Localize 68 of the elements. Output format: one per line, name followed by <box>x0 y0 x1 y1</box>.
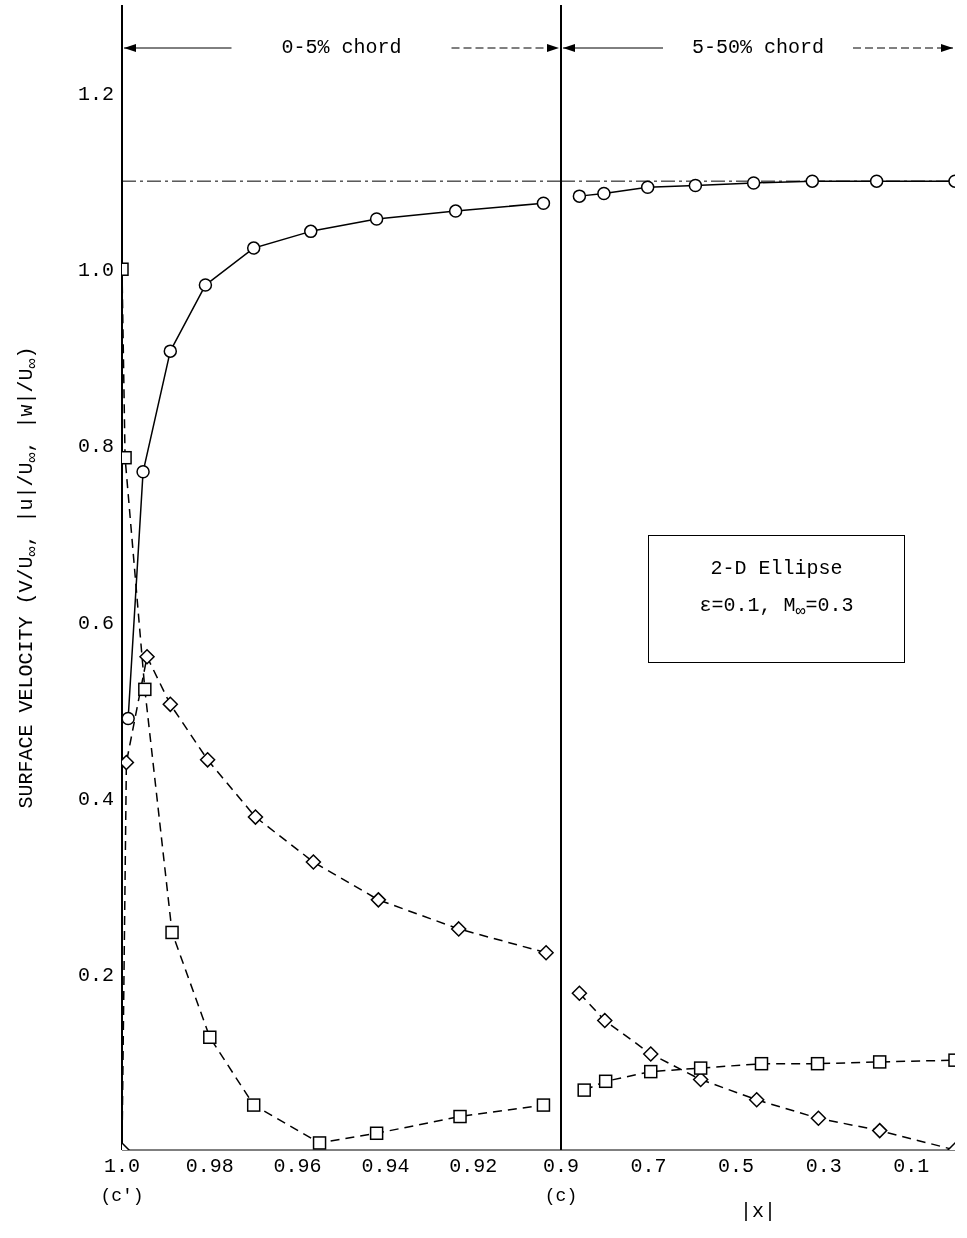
point <box>810 1110 827 1127</box>
y-tick-label: 0.4 <box>77 787 114 811</box>
text: (c) <box>543 1186 579 1206</box>
x-tick-label: 0.5 <box>718 1155 755 1179</box>
point <box>598 1074 613 1089</box>
annotation: ε=0.1, M$_{∞}$=0.3 <box>698 594 855 621</box>
point <box>370 892 387 908</box>
y-tick-label: 1.2 <box>77 83 114 107</box>
annotation: 0-5% chord <box>280 36 403 59</box>
point <box>810 1056 825 1071</box>
x-tick-label: 0.92 <box>449 1155 498 1179</box>
point <box>805 174 820 188</box>
text: (c') <box>99 1186 145 1206</box>
point <box>312 1136 327 1150</box>
y-tick-label: 0.6 <box>77 611 114 635</box>
point <box>872 1055 887 1069</box>
point <box>597 186 611 201</box>
x-tick-label: 0.98 <box>185 1155 234 1179</box>
point <box>165 925 179 940</box>
point <box>746 176 761 190</box>
point <box>754 1056 769 1071</box>
x-tick-label: 0.7 <box>630 1155 667 1179</box>
point <box>247 809 264 825</box>
point <box>748 1092 765 1108</box>
point <box>688 178 703 193</box>
x-tick-label: 0.94 <box>361 1155 410 1179</box>
annotation: 2-D Ellipse <box>709 557 844 580</box>
point <box>597 1012 613 1029</box>
point <box>693 1061 708 1075</box>
point <box>572 189 587 203</box>
point <box>163 344 178 358</box>
point <box>448 204 463 218</box>
point <box>453 1109 467 1124</box>
point <box>139 649 155 665</box>
point <box>536 196 551 210</box>
point <box>246 241 261 255</box>
point <box>203 1030 217 1045</box>
point <box>642 1046 659 1062</box>
point <box>871 1122 888 1139</box>
point <box>571 985 588 1001</box>
y-tick-label: 1.0 <box>77 259 114 283</box>
point <box>869 174 884 188</box>
x-tick-label: 0.1 <box>893 1155 930 1179</box>
annotation: 5-50% chord <box>691 36 825 59</box>
point <box>138 682 152 697</box>
point <box>538 944 554 961</box>
point <box>122 711 135 726</box>
point <box>369 1126 384 1141</box>
point <box>246 1098 261 1112</box>
point <box>136 465 150 479</box>
point <box>304 224 318 239</box>
x-tick-label: 0.3 <box>805 1155 842 1179</box>
x-tick-label: 0.9 <box>542 1155 580 1179</box>
point <box>369 212 384 226</box>
point <box>536 1098 551 1112</box>
point <box>199 752 216 768</box>
x-tick-label: 1.0 <box>103 1155 141 1179</box>
x-tick-label: 0.96 <box>273 1155 322 1179</box>
point <box>198 278 213 292</box>
point <box>640 180 655 195</box>
point <box>643 1064 658 1079</box>
point <box>162 696 179 713</box>
point <box>577 1083 591 1097</box>
point <box>450 921 467 937</box>
y-tick-label: 0.8 <box>77 435 114 459</box>
point <box>305 854 322 870</box>
x-axis-title: |x| <box>739 1200 777 1223</box>
y-tick-label: 0.2 <box>77 963 114 987</box>
